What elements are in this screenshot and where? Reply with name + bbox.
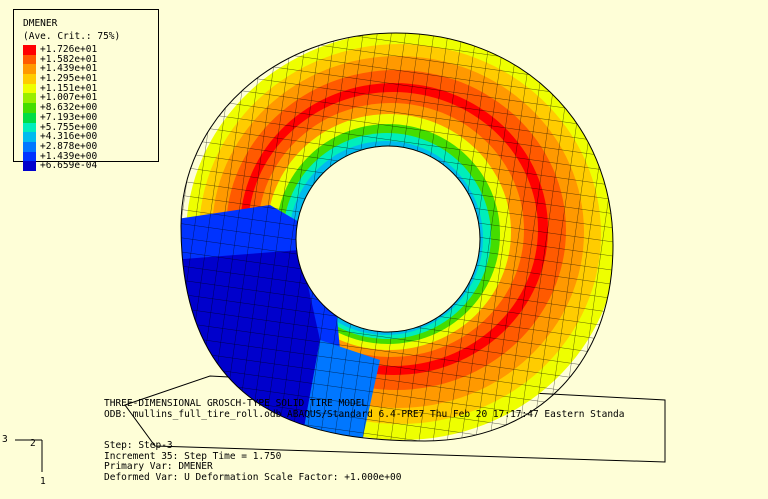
legend-swatch [23,103,36,113]
legend-entry: +4.316e+00 [23,131,151,143]
increment-line: Increment 35: Step Time = 1.750 [104,451,282,462]
legend-value: +1.726e+01 [40,44,98,55]
legend-value: +6.659e-04 [40,160,98,172]
legend-entry: +8.632e+00 [23,102,151,114]
tire-model [181,33,613,441]
contour-legend: DMENER (Ave. Crit.: 75%) +1.726e+01 +1.58… [13,9,159,171]
legend-value: +1.582e+01 [40,53,98,65]
model-title-line: THREE-DIMENSIONAL GROSCH-TYPE SOLID TIRE… [104,398,368,409]
step-line: Step: Step-3 [104,440,173,451]
triad-axis-1: 1 [40,476,46,487]
legend-swatch [23,74,36,84]
legend-swatch [23,83,36,94]
legend-swatch [23,141,36,152]
legend-entry: +1.726e+01 [23,44,151,55]
legend-entry: +6.659e-04 [23,160,151,172]
legend-value: +8.632e+00 [40,102,98,114]
legend-swatch [23,122,36,133]
legend-entry: +7.193e+00 [23,111,151,123]
legend-swatch [23,64,36,75]
legend-entry: +1.007e+01 [23,92,151,104]
legend-value: +7.193e+00 [40,111,98,123]
triad-axis-3: 3 [2,434,8,445]
legend-value: +1.295e+01 [40,73,98,85]
legend-value: +4.316e+00 [40,131,98,143]
legend-swatch [23,151,36,162]
legend-entries: +1.726e+01 +1.582e+01 +1.439e+01 +1.295e+01… [23,44,151,172]
legend-swatch [23,112,36,123]
legend-swatch [23,132,36,142]
legend-swatch [23,45,36,55]
legend-entry: +1.439e+00 [23,150,151,162]
legend-value: +1.439e+01 [40,63,98,75]
odb-line: ODB: mullins_full_tire_roll.odb ABAQUS/S… [104,409,625,420]
legend-entry: +5.755e+00 [23,121,151,133]
axis-triad [15,439,43,472]
legend-value: +5.755e+00 [40,121,98,133]
legend-entry: +1.295e+01 [23,73,151,85]
legend-swatch [23,93,36,104]
legend-value: +1.439e+00 [40,150,98,162]
legend-swatch [23,161,36,171]
legend-title: DMENER [23,18,58,29]
legend-subtitle: (Ave. Crit.: 75%) [23,31,121,42]
primary-var-line: Primary Var: DMENER [104,461,213,472]
legend-entry: +1.439e+01 [23,63,151,75]
deformed-var-line: Deformed Var: U Deformation Scale Factor… [104,472,402,483]
legend-entry: +1.151e+01 [23,82,151,94]
legend-value: +2.878e+00 [40,140,98,152]
legend-swatch [23,54,36,65]
triad-axis-2: 2 [30,438,36,449]
legend-entry: +1.582e+01 [23,53,151,65]
legend-value: +1.151e+01 [40,82,98,94]
legend-value: +1.007e+01 [40,92,98,104]
legend-entry: +2.878e+00 [23,140,151,152]
